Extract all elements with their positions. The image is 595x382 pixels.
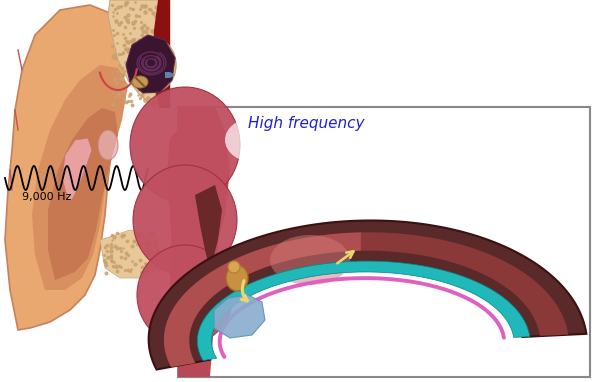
- Ellipse shape: [133, 165, 237, 275]
- Polygon shape: [108, 0, 170, 108]
- Polygon shape: [178, 107, 230, 377]
- Ellipse shape: [132, 76, 148, 88]
- Polygon shape: [198, 261, 530, 361]
- Ellipse shape: [226, 265, 248, 291]
- Polygon shape: [164, 232, 568, 367]
- Ellipse shape: [225, 118, 285, 162]
- Polygon shape: [195, 185, 222, 270]
- Polygon shape: [165, 72, 175, 78]
- Ellipse shape: [98, 130, 118, 160]
- Polygon shape: [32, 65, 128, 290]
- Bar: [178, 107, 590, 377]
- Ellipse shape: [130, 87, 240, 203]
- Text: 9,000 Hz: 9,000 Hz: [22, 192, 71, 202]
- Polygon shape: [164, 232, 361, 367]
- Ellipse shape: [128, 37, 176, 92]
- Ellipse shape: [228, 261, 240, 273]
- Polygon shape: [48, 108, 118, 280]
- Ellipse shape: [137, 245, 233, 345]
- Ellipse shape: [270, 235, 350, 285]
- Polygon shape: [214, 295, 265, 338]
- Polygon shape: [149, 220, 586, 369]
- Polygon shape: [100, 230, 160, 278]
- Polygon shape: [5, 5, 130, 330]
- Polygon shape: [62, 138, 92, 200]
- Polygon shape: [153, 0, 170, 108]
- Text: High frequency: High frequency: [248, 116, 365, 131]
- Polygon shape: [126, 35, 175, 93]
- Polygon shape: [168, 125, 220, 330]
